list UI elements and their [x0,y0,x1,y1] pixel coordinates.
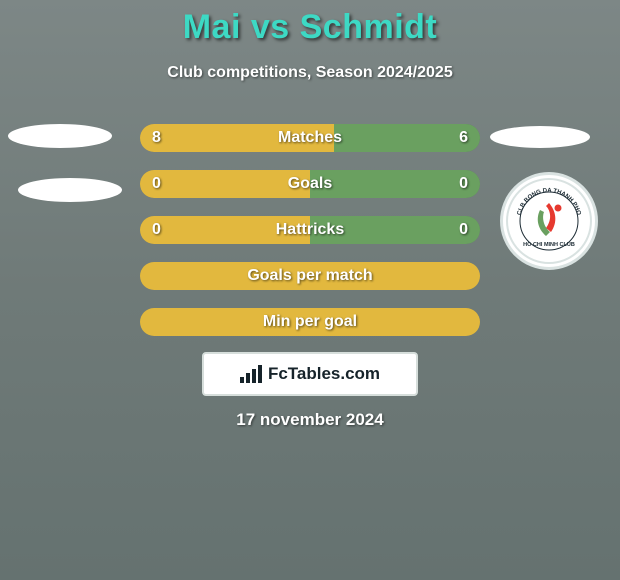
stat-row-value-left: 0 [152,221,161,239]
background [0,0,620,580]
bars-icon [240,365,262,383]
stat-row-value-right: 6 [459,129,468,147]
fctables-label: FcTables.com [268,364,380,384]
date-label: 17 november 2024 [0,410,620,430]
stat-row-label: Goals [140,175,480,193]
club-badge-icon: CLB BONG DA THANH PHO HO CHI MINH CLUB [506,178,592,264]
club-badge: CLB BONG DA THANH PHO HO CHI MINH CLUB [500,172,598,270]
club-badge-inner-label: HO CHI MINH CLUB [523,242,575,248]
stat-row-goals: Goals0 0 [140,170,480,198]
stat-row-hattricks: Hattricks0 0 [140,216,480,244]
player-left-silhouette-2 [18,178,122,202]
page-title: Mai vs Schmidt [0,8,620,47]
stat-row-goals-per-match: Goals per match [140,262,480,290]
stat-row-label: Matches [140,129,480,147]
stat-row-value-right: 0 [459,175,468,193]
stat-row-label: Goals per match [140,267,480,285]
subtitle: Club competitions, Season 2024/2025 [0,64,620,82]
stat-row-value-left: 8 [152,129,161,147]
stat-row-value-right: 0 [459,221,468,239]
player-left-silhouette-1 [8,124,112,148]
stat-row-value-left: 0 [152,175,161,193]
fctables-banner[interactable]: FcTables.com [202,352,418,396]
stat-row-label: Hattricks [140,221,480,239]
stat-row-label: Min per goal [140,313,480,331]
stat-row-min-per-goal: Min per goal [140,308,480,336]
stat-row-matches: Matches8 6 [140,124,480,152]
player-right-silhouette [490,126,590,148]
